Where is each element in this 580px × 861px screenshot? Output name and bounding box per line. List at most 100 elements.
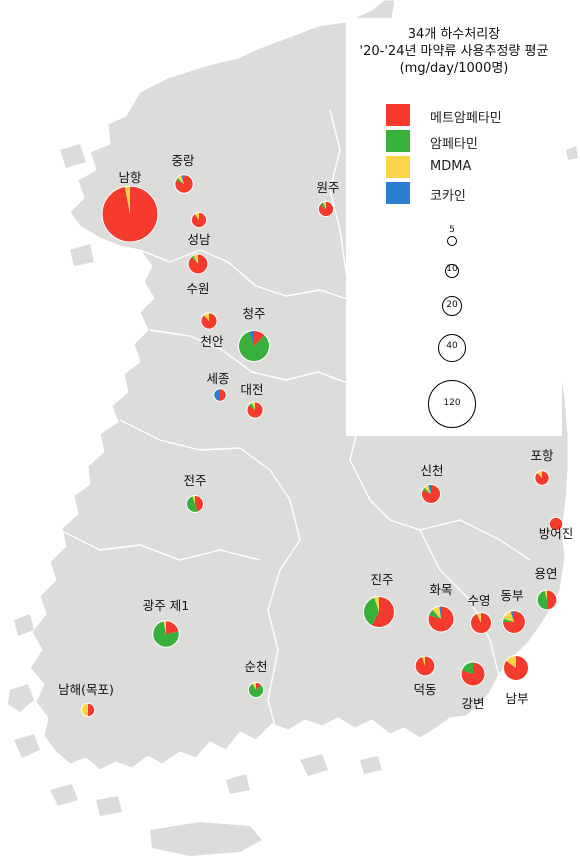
pie-outline: [152, 620, 180, 648]
pie-slice-mdma: [251, 401, 255, 410]
pie-slice-amph: [175, 177, 184, 184]
pie-outline: [548, 516, 564, 532]
pie-slice-coca: [510, 610, 514, 622]
city-label-포항: 포항: [530, 448, 554, 463]
pie-slice-meth: [470, 612, 492, 634]
pie-세종: [213, 388, 227, 402]
pie-outline: [174, 174, 194, 194]
pie-slice-mdma: [503, 611, 514, 622]
pie-slice-coca: [249, 330, 254, 346]
pie-outline: [460, 661, 486, 687]
pie-남항: [101, 185, 159, 243]
pie-slice-amph: [537, 590, 549, 610]
pie-포항: [534, 470, 550, 486]
city-label-화목: 화목: [429, 582, 452, 597]
legend-label-meth: 메트암페타민: [430, 111, 502, 126]
city-label-강변: 강변: [461, 696, 484, 711]
legend-swatch-amph: [386, 130, 410, 152]
pie-outline: [420, 483, 442, 505]
title-line-3: (mg/day/1000명): [399, 61, 509, 76]
pie-slice-meth: [547, 590, 557, 610]
size-label-10: 10: [446, 264, 458, 274]
pie-slice-amph: [502, 618, 514, 622]
legend-label-mdma: MDMA: [430, 159, 472, 174]
pie-slice-amph: [319, 202, 326, 209]
city-label-동부: 동부: [500, 588, 523, 603]
pie-신천: [420, 483, 442, 505]
pie-slice-mdma: [537, 470, 542, 478]
pie-outline: [362, 595, 396, 629]
pie-slice-coca: [439, 605, 441, 619]
city-label-천안: 천안: [200, 334, 224, 349]
pie-outline: [414, 655, 436, 677]
pie-slice-mdma: [193, 254, 198, 264]
pie-slice-mdma: [124, 186, 130, 214]
pie-전주: [186, 495, 204, 513]
pie-slice-mdma: [544, 590, 547, 600]
pie-slice-meth: [200, 312, 218, 330]
city-label-신천: 신천: [420, 463, 443, 478]
southwest-islands: [8, 614, 122, 816]
legend-swatch-mdma: [386, 156, 410, 178]
pie-outline: [536, 589, 558, 611]
pie-outline: [237, 329, 271, 363]
legend-swatch-meth: [386, 104, 410, 126]
pie-방어진: [548, 516, 564, 532]
size-label-120: 120: [443, 398, 461, 408]
pie-slice-mdma: [432, 606, 441, 619]
pie-slice-amph: [248, 683, 264, 698]
legend-label-cocaine: 코카인: [430, 189, 466, 204]
city-label-순천: 순천: [244, 659, 267, 674]
pie-outline: [246, 401, 264, 419]
pie-slice-mdma: [421, 656, 425, 666]
pie-진주: [362, 595, 396, 629]
pie-outline: [469, 611, 493, 635]
pie-slice-mdma: [374, 596, 379, 612]
pie-slice-meth: [461, 662, 485, 686]
pie-원주: [317, 200, 335, 218]
pie-slice-meth: [371, 596, 395, 628]
pie-outline: [101, 185, 159, 243]
pie-slice-mdma: [424, 484, 431, 494]
city-label-중랑: 중랑: [171, 153, 195, 168]
pie-slice-meth: [195, 495, 204, 513]
pie-slice-amph: [461, 662, 473, 674]
pie-outline: [200, 312, 218, 330]
pie-slice-coca: [181, 174, 184, 184]
pie-slice-amph: [422, 487, 431, 494]
city-label-남해-목포-: 남해(목포): [58, 682, 114, 697]
pie-outline: [190, 211, 208, 229]
pie-slice-mdma: [203, 312, 209, 321]
pie-markers: [80, 174, 564, 718]
pie-화목: [427, 605, 455, 633]
pie-outline: [502, 610, 526, 634]
pie-outline: [213, 388, 227, 402]
pie-outline: [503, 655, 529, 681]
pie-slice-coca: [428, 484, 431, 494]
ulleung-island: [566, 146, 578, 160]
pie-강변: [460, 661, 486, 687]
pie-slice-amph: [186, 495, 198, 513]
pie-남부: [503, 655, 529, 681]
city-label-진주: 진주: [370, 572, 393, 587]
pie-광주-제1: [152, 620, 180, 648]
pie-slice-meth: [549, 517, 563, 531]
pie-outline: [187, 253, 209, 275]
city-label-방어진: 방어진: [539, 526, 574, 541]
pie-남해-목포-: [80, 702, 96, 718]
legend-label-amph: 암페타민: [430, 137, 478, 152]
pie-대전: [246, 401, 264, 419]
pie-slice-amph: [191, 255, 198, 264]
pie-outline: [534, 470, 550, 486]
pie-청주: [237, 329, 271, 363]
pie-slice-meth: [534, 470, 550, 486]
pie-slice-amph: [238, 331, 270, 362]
size-circle-40: [438, 334, 466, 362]
pie-slice-amph: [363, 597, 379, 626]
size-label-40: 40: [446, 341, 458, 351]
title-line-2: '20-'24년 마약류 사용추정량 평균: [359, 44, 549, 59]
city-label-세종: 세종: [206, 371, 229, 386]
pie-slice-amph: [152, 620, 180, 648]
